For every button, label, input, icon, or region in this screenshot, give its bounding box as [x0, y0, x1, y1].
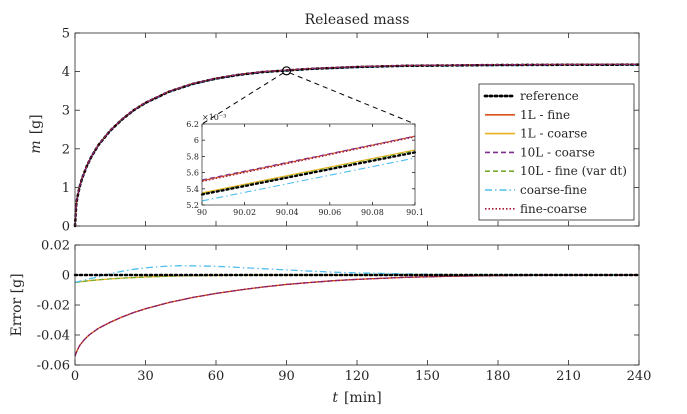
error-line-1l-fine: [74, 274, 640, 357]
zoom-connector-left: [201, 72, 284, 125]
y-tick-label: 2: [62, 142, 70, 157]
bottom-y-axis-label: Error [g]: [9, 273, 25, 336]
x-tick-label: 150: [415, 369, 440, 384]
legend-label: fine-coarse: [520, 202, 587, 216]
legend-item-reference: reference: [483, 89, 579, 103]
y-tick-label: 5: [62, 27, 70, 42]
legend-label: reference: [520, 89, 579, 103]
y-tick-label: 5.2: [186, 201, 199, 210]
legend-label: 10L - fine (var dt): [520, 164, 627, 178]
y-tick-label: 0.02: [41, 239, 70, 254]
bottom-series-lines: [73, 265, 641, 357]
y-tick-label: 0: [62, 269, 70, 284]
x-tick-label: 90.1: [406, 208, 424, 217]
legend-label: 10L - coarse: [520, 145, 595, 159]
inset-axis-ticks: 90 90.02 90.04 90.06 90.08 90.1 5.2 5.4 5.6 5.8 6 6…: [186, 120, 424, 217]
legend-item-coarse-fine: coarse-fine: [485, 183, 587, 197]
top-y-axis-label: m[g]: [28, 114, 44, 153]
chart-title: Released mass: [305, 12, 410, 28]
y-tick-label: -0.06: [37, 359, 70, 374]
x-tick-label: 90.02: [233, 208, 256, 217]
inset-background: [202, 124, 415, 205]
inset-plot: 90 90.02 90.04 90.06 90.08 90.1 5.2 5.4 5.6 5.8 6 6…: [186, 113, 424, 217]
legend-item-10l-fine-var-dt: 10L - fine (var dt): [485, 164, 627, 178]
legend-label: coarse-fine: [520, 183, 587, 197]
y-tick-label: -0.04: [37, 329, 70, 344]
legend-item-10l-coarse: 10L - coarse: [485, 145, 595, 159]
zoom-marker: [281, 66, 292, 76]
x-tick-label: 90: [197, 208, 207, 217]
inset-series-lines: [200, 135, 417, 202]
legend-item-1l-coarse: 1L - coarse: [485, 127, 587, 141]
x-tick-label: 120: [345, 369, 370, 384]
legend-label: 1L - coarse: [520, 127, 587, 141]
y-tick-label: 6.2: [186, 120, 199, 129]
inset-line-10l-coarse: [201, 135, 416, 181]
x-tick-label: 60: [208, 369, 225, 384]
legend-label: 1L - fine: [520, 108, 570, 122]
x-tick-label: 90.08: [361, 208, 384, 217]
error-line-10l-coarse: [74, 274, 640, 357]
y-tick-label: 4: [62, 65, 70, 80]
y-tick-label: 0: [62, 220, 70, 235]
x-tick-label: 90.04: [276, 208, 299, 217]
inset-frame: [201, 123, 416, 206]
y-tick-label: 3: [62, 104, 70, 119]
y-tick-label: -0.02: [37, 299, 70, 314]
legend-item-1l-fine: 1L - fine: [485, 108, 570, 122]
inset-y-multiplier: ×10⁻³: [202, 113, 226, 122]
mass-plot: Released mass 0 1 2 3 4 5 m[g]: [28, 12, 641, 235]
y-tick-label: 6: [194, 136, 199, 145]
error-line-coarse-fine: [74, 265, 639, 284]
y-tick-label: 5.8: [186, 152, 199, 161]
y-tick-label: 1: [62, 181, 70, 196]
bottom-plot-frame: [74, 244, 640, 366]
x-tick-label: 90.06: [318, 208, 341, 217]
top-series-lines: [73, 63, 641, 228]
top-line-fine-coarse: [74, 63, 640, 226]
top-plot-frame: [74, 32, 640, 227]
x-tick-label: 30: [137, 369, 154, 384]
x-axis-label: t [min]: [332, 390, 381, 406]
x-tick-label: 180: [486, 369, 511, 384]
bottom-axis-ticks: 0 30 60 90 120 150 180 210 240 -0.06 -0.04 -0.02 0 0.…: [37, 239, 652, 385]
inset-line-1l-coarse: [201, 149, 416, 194]
inset-line-fine-coarse: [201, 136, 416, 183]
legend: reference 1L - fine 1L - coarse 10L - coars…: [478, 83, 635, 221]
zoom-connector-right: [289, 72, 416, 125]
x-tick-label: 0: [71, 369, 79, 384]
error-line-fine-coarse: [74, 274, 640, 357]
legend-item-fine-coarse: fine-coarse: [485, 202, 587, 216]
x-tick-label: 240: [627, 369, 652, 384]
x-tick-label: 90: [278, 369, 295, 384]
error-plot: 0 30 60 90 120 150 180 210 240 -0.06 -0.04 -0.02 0 0.…: [9, 239, 651, 407]
x-tick-label: 210: [556, 369, 581, 384]
y-tick-label: 5.4: [186, 185, 199, 194]
y-tick-label: 5.6: [186, 169, 199, 178]
inset-line-reference: [200, 151, 417, 196]
